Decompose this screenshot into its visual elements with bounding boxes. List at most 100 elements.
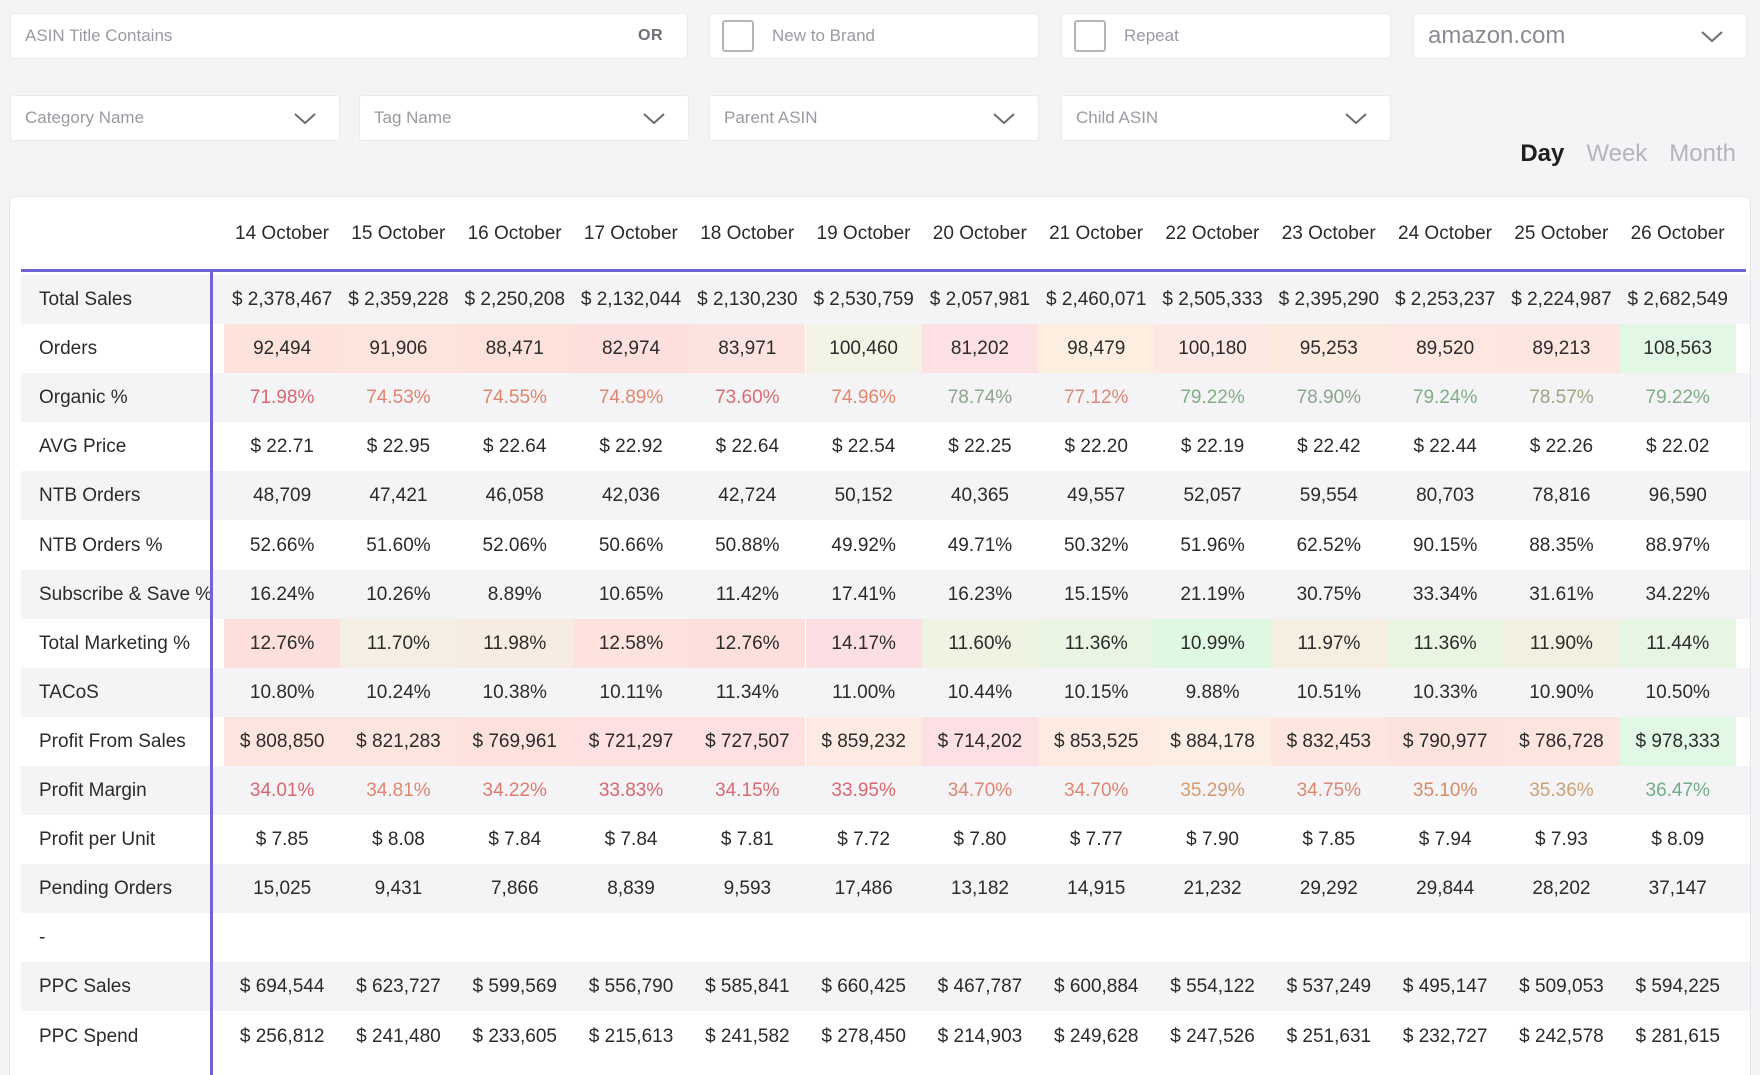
row-label: AVG Price <box>39 436 127 458</box>
table-cell: 42,724 <box>718 485 777 507</box>
period-week-button[interactable]: Week <box>1586 140 1648 167</box>
or-label: OR <box>638 27 663 44</box>
table-row: NTB Orders 48,709 47,421 46,058 42,036 42,724… <box>21 471 1750 521</box>
table-cell: $ 22.44 <box>1413 436 1477 458</box>
table-cell: $ 215,613 <box>588 1025 674 1047</box>
table-cell: 10.65% <box>598 583 664 605</box>
table-cell: 11.70% <box>340 618 457 668</box>
tag-name-select[interactable]: Tag Name <box>359 95 689 141</box>
table-cell: $ 7.84 <box>604 829 658 851</box>
table-cell: $ 599,569 <box>472 976 557 998</box>
table-cell <box>573 913 689 962</box>
table-cell: 17.41% <box>831 583 896 605</box>
table-cell: $ 7.85 <box>255 829 309 851</box>
table-cell: 50,152 <box>834 485 893 507</box>
category-name-select[interactable]: Category Name <box>10 95 340 141</box>
table-cell: 34.15% <box>715 780 780 801</box>
period-month-button[interactable]: Month <box>1669 140 1736 167</box>
table-cell: 100,460 <box>805 324 922 374</box>
table-cell: 9,593 <box>723 878 772 900</box>
table-cell <box>1620 913 1736 962</box>
row-label: TACoS <box>39 681 99 703</box>
table-cell: 33.95% <box>831 780 896 801</box>
row-label: Profit From Sales <box>39 730 186 752</box>
table-cell: $ 241,582 <box>705 1025 790 1047</box>
table-cell: $ 721,297 <box>572 716 690 766</box>
column-header[interactable]: 23 October <box>1281 223 1376 244</box>
table-cell: $ 22.26 <box>1529 436 1594 458</box>
period-day-button[interactable]: Day <box>1520 140 1565 167</box>
column-header[interactable]: 16 October <box>467 223 562 244</box>
marketplace-value: amazon.com <box>1428 22 1566 49</box>
table-cell: $ 2,378,467 <box>231 289 333 310</box>
table-cell: 11.00% <box>832 681 896 703</box>
asin-title-search-input[interactable]: ASIN Title Contains OR <box>10 13 688 59</box>
table-cell: $ 22.42 <box>1297 436 1361 458</box>
table-cell: 10.15% <box>1064 681 1129 703</box>
table-row: Profit per Unit $ 7.85 $ 8.08 $ 7.84 $ 7.84 $… <box>21 815 1750 864</box>
table-cell: $ 859,232 <box>805 716 922 766</box>
period-toggle: Day Week Month <box>1520 140 1736 168</box>
chevron-down-icon <box>1698 26 1726 46</box>
table-cell: $ 714,202 <box>921 716 1039 766</box>
table-cell: $ 537,249 <box>1286 976 1372 998</box>
table-cell: $ 251,631 <box>1286 1025 1372 1047</box>
column-header[interactable]: 17 October <box>583 223 678 244</box>
chevron-down-icon <box>291 108 319 128</box>
table-row: Profit Margin 34.01% 34.81% 34.22% 33.83% 34.… <box>21 766 1750 815</box>
marketplace-select[interactable]: amazon.com <box>1413 13 1747 59</box>
table-cell: 8.89% <box>487 583 542 605</box>
table-cell: $ 467,787 <box>937 976 1023 998</box>
repeat-filter[interactable]: Repeat <box>1061 13 1391 59</box>
table-cell: 15.15% <box>1064 583 1129 605</box>
table-cell: $ 790,977 <box>1387 716 1504 766</box>
table-cell: $ 727,507 <box>689 716 806 766</box>
column-header[interactable]: 24 October <box>1398 223 1492 244</box>
table-cell: 10.99% <box>1154 618 1271 668</box>
table-cell: $ 2,682,549 <box>1627 289 1728 310</box>
table-cell: 78.57% <box>1529 387 1594 409</box>
row-label: PPC Spend <box>39 1025 139 1047</box>
table-cell <box>224 913 340 962</box>
table-cell <box>1271 913 1387 962</box>
table-cell: $ 2,530,759 <box>813 289 914 310</box>
table-cell: 42,036 <box>601 485 661 507</box>
table-cell: 35.10% <box>1412 780 1478 801</box>
table-cell: $ 281,615 <box>1635 1025 1720 1047</box>
repeat-checkbox[interactable] <box>1074 20 1106 52</box>
table-cell: 9.88% <box>1185 681 1240 703</box>
table-cell: 11.34% <box>715 681 779 703</box>
column-header[interactable]: 20 October <box>932 223 1027 244</box>
table-cell: 78.74% <box>947 387 1013 409</box>
column-header[interactable]: 21 October <box>1049 223 1144 244</box>
column-header[interactable]: 15 October <box>351 223 446 244</box>
table-cell: $ 7.80 <box>953 829 1007 851</box>
table-cell: $ 853,525 <box>1038 716 1155 766</box>
row-label: Subscribe & Save % <box>39 583 213 605</box>
parent-asin-select[interactable]: Parent ASIN <box>709 95 1039 141</box>
table-cell: $ 214,903 <box>937 1025 1023 1047</box>
table-cell: 49.71% <box>947 534 1013 556</box>
table-cell: $ 233,605 <box>472 1025 557 1047</box>
table-cell: $ 22.64 <box>483 436 547 458</box>
table-cell: $ 7.72 <box>837 829 891 851</box>
child-asin-select[interactable]: Child ASIN <box>1061 95 1391 141</box>
new-to-brand-filter[interactable]: New to Brand <box>709 13 1039 59</box>
table-cell: 89,213 <box>1503 324 1620 374</box>
table-cell: 91,906 <box>340 324 457 374</box>
column-header[interactable]: 25 October <box>1514 223 1609 244</box>
table-cell: $ 2,057,981 <box>929 289 1031 310</box>
column-header[interactable]: 14 October <box>235 223 329 244</box>
table-cell: 52,057 <box>1183 485 1242 507</box>
column-header[interactable]: 18 October <box>700 223 795 244</box>
column-header[interactable]: 26 October <box>1630 223 1725 244</box>
table-cell: 12.76% <box>224 618 341 668</box>
table-cell: $ 623,727 <box>356 976 441 998</box>
table-cell: 11.60% <box>921 618 1039 668</box>
table-cell: 11.90% <box>1503 618 1620 668</box>
column-header[interactable]: 22 October <box>1165 223 1260 244</box>
table-cell <box>1154 913 1270 962</box>
column-header[interactable]: 19 October <box>816 223 911 244</box>
table-cell <box>457 913 573 962</box>
new-to-brand-checkbox[interactable] <box>722 20 754 52</box>
